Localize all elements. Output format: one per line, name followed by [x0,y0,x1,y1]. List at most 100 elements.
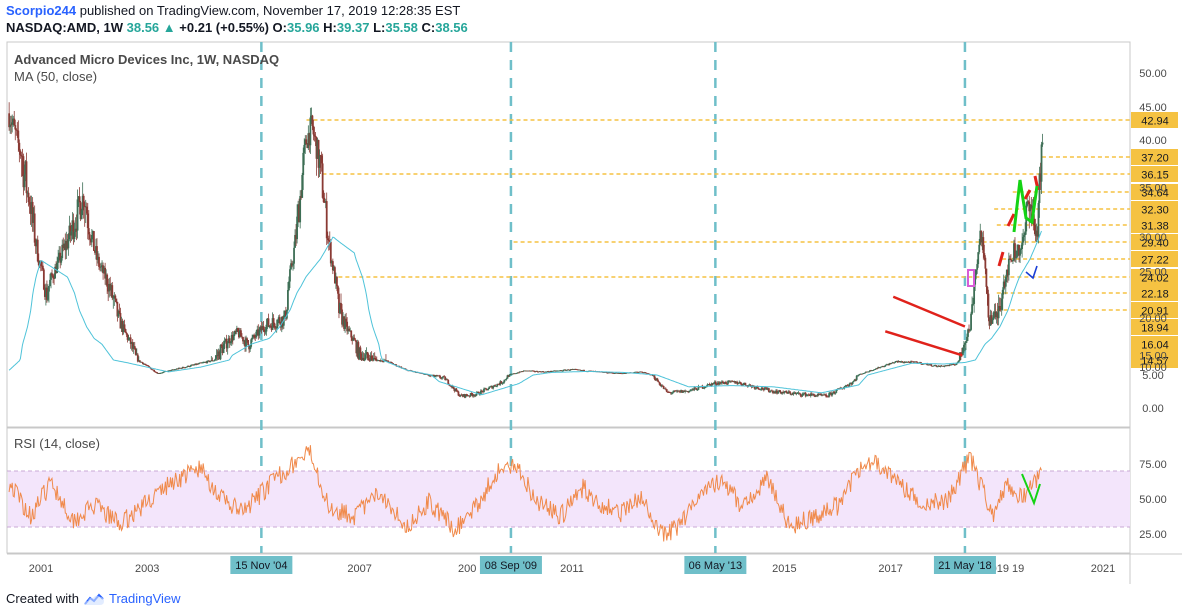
candle-body [95,246,97,253]
candle-body [531,370,533,372]
candle-body [158,373,161,375]
candle-body [15,129,18,131]
candle-body [185,366,188,368]
candle-body [343,316,345,329]
candle-body [271,318,274,330]
candle-body [307,133,310,148]
candle-body [980,230,983,243]
rsi-green-stroke [1021,473,1041,506]
candle-body [1031,205,1034,209]
candle-body [901,361,904,363]
candle-body [695,388,698,390]
candle-body [994,311,997,318]
candle-body [867,371,869,373]
candle-body [494,385,497,387]
candle-body [957,360,960,362]
candle-body [654,378,657,381]
year-tick: 2003 [135,563,159,575]
candle-body [969,329,971,331]
candle-body [948,364,951,366]
candle-body [995,312,998,318]
candle-body [1005,269,1008,277]
author-link[interactable]: Scorpio244 [6,3,77,18]
candle-body [360,353,363,361]
candle-body [900,361,903,363]
candle-body [563,369,566,371]
candle-body [561,370,564,372]
candle-body [844,385,847,387]
candle-body [356,342,359,354]
candle-body [870,370,872,372]
candle-body [785,391,788,393]
candle-body [450,385,453,387]
candle-body [816,394,819,396]
candle-body [622,373,625,374]
candle-body [640,371,643,373]
candle-body [850,383,853,385]
candle-body [174,369,177,371]
ma-label: MA (50, close) [14,69,97,84]
candle-body [711,383,714,385]
candle-body [179,367,182,369]
created-with-text: Created with [6,591,79,606]
candle-body [474,394,477,396]
candle-body [786,392,789,394]
candle-body [218,351,221,360]
candle-body [251,337,254,340]
candle-body [25,161,28,194]
candle-body [574,369,577,370]
level-label-bg [1131,336,1178,352]
candle-body [443,376,446,378]
candle-body [126,334,129,340]
candle-body [907,361,910,363]
candle-body [972,303,975,305]
candle-body [446,379,449,381]
candle-body [691,388,694,390]
candle-body [857,374,860,376]
candle-body [565,370,568,371]
candle-body [616,372,619,374]
candle-body [1006,269,1009,276]
candle-body [371,359,374,361]
highlight-box [967,269,975,287]
candle-body [246,338,248,340]
candle-body [743,382,746,384]
candle-body [195,363,197,365]
candle-body [764,387,767,389]
candle-body [530,370,532,372]
candle-body [883,366,886,368]
footer: Created with TradingView [6,591,181,606]
candle-body [1029,204,1032,212]
candle-body [815,395,818,397]
candle-body [43,289,46,297]
open-label: O: [272,20,287,35]
candle-body [367,358,370,361]
candle-body [79,202,82,220]
candle-body [485,388,487,390]
candle-body [291,263,293,266]
open-value: 35.96 [287,20,320,35]
candle-body [718,382,721,385]
candle-body [871,370,873,372]
candle-body [192,364,194,366]
candle-body [961,347,964,355]
candle-body [224,338,227,341]
tradingview-brand-link[interactable]: TradingView [108,591,181,606]
candle-body [215,355,218,359]
candle-body [873,369,875,371]
candle-body [19,150,22,155]
candle-body [546,371,549,373]
candle-body [124,329,127,333]
candle-body [658,382,661,385]
candle-body [621,373,624,375]
candle-body [249,346,252,350]
candle-body [862,373,865,374]
candle-body [863,372,866,374]
candle-body [447,379,450,385]
candle-body [773,391,775,393]
candle-body [359,347,362,354]
candle-body [471,394,474,397]
candle-body [647,373,650,375]
candle-body [777,391,779,394]
